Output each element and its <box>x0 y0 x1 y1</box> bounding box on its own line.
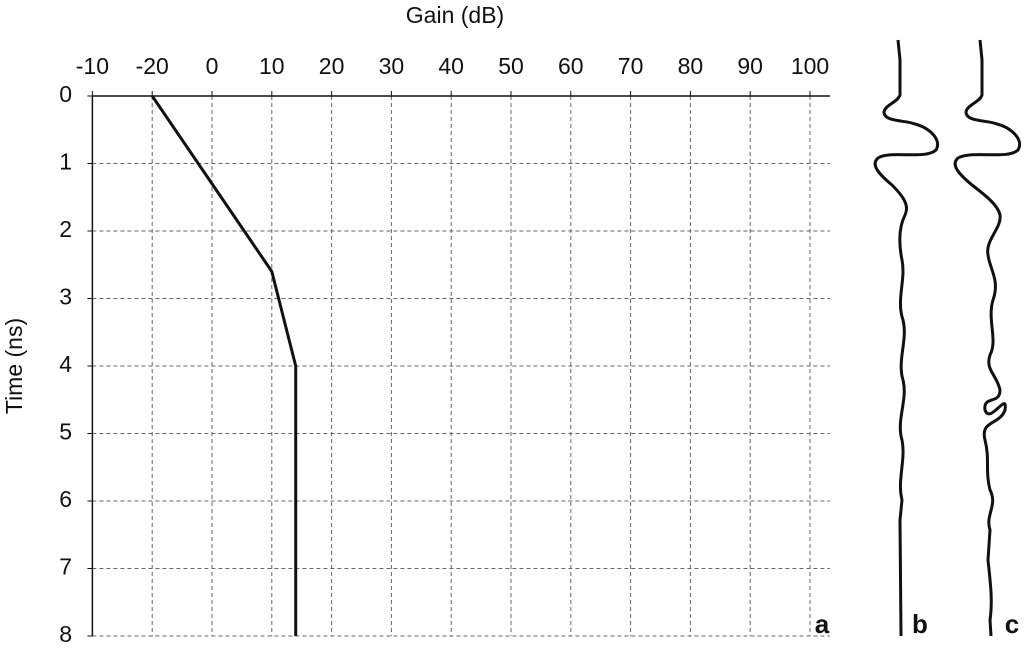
x-tick-label: 70 <box>618 53 644 79</box>
panel-label: b <box>912 609 928 639</box>
y-axis-title: Time (ns) <box>1 318 27 414</box>
x-tick-label: 90 <box>737 53 763 79</box>
trace-c <box>953 39 1021 637</box>
x-tick-label: 100 <box>791 53 829 79</box>
y-tick-label: 7 <box>59 554 72 580</box>
y-tick-label: 6 <box>59 486 72 512</box>
y-tick-label: 3 <box>59 284 72 310</box>
x-tick-label: 10 <box>259 53 285 79</box>
x-tick-label: 80 <box>678 53 704 79</box>
x-tick-label: 50 <box>498 53 524 79</box>
y-tick-label: 5 <box>59 419 72 445</box>
gain-line <box>150 95 298 636</box>
panel-label: a <box>815 609 830 639</box>
y-tick-label: 8 <box>59 621 72 647</box>
y-tick-label: 1 <box>59 149 72 175</box>
x-tick-label: -10 <box>76 53 109 79</box>
y-tick-label: 2 <box>59 216 72 242</box>
y-tick-label: 4 <box>59 351 72 377</box>
x-tick-label: 30 <box>379 53 405 79</box>
panel-label: c <box>1005 609 1019 639</box>
x-tick-label: 40 <box>438 53 464 79</box>
x-axis-title: Gain (dB) <box>406 2 504 28</box>
x-tick-label: 20 <box>319 53 345 79</box>
trace-b <box>873 39 939 637</box>
x-tick-label: 0 <box>206 53 219 79</box>
x-tick-label: -20 <box>136 53 169 79</box>
x-tick-label: 60 <box>558 53 584 79</box>
y-tick-label: 0 <box>59 81 72 107</box>
